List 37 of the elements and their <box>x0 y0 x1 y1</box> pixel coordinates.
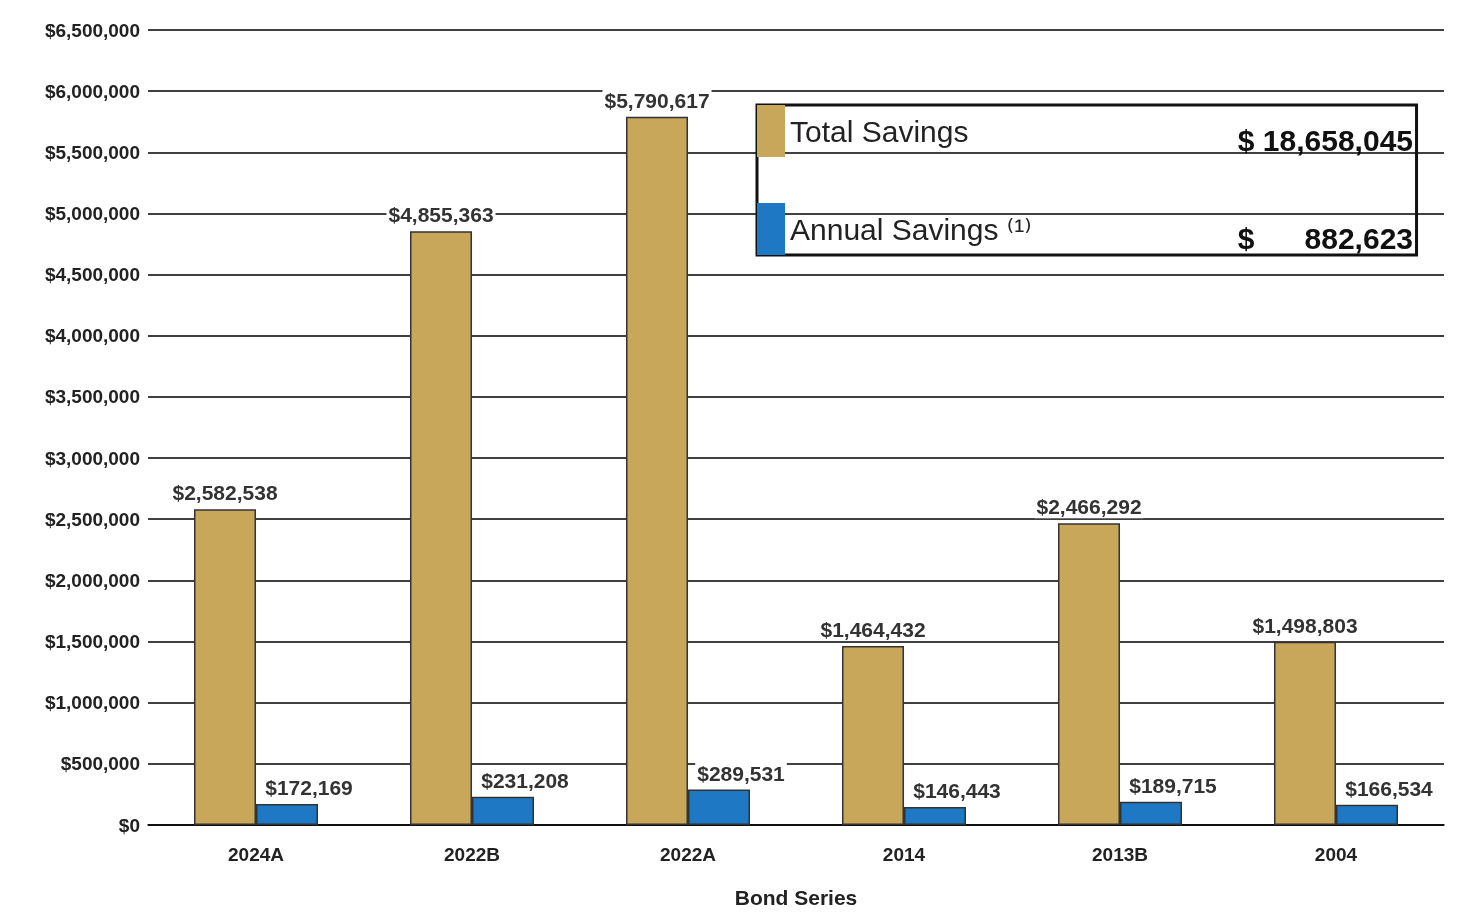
x-tick-label: 2014 <box>882 844 926 865</box>
y-tick-label: $4,500,000 <box>44 264 140 286</box>
data-label: $4,855,363 <box>388 203 494 227</box>
data-label: $146,443 <box>913 779 1001 803</box>
y-tick-label: $3,500,000 <box>44 386 140 408</box>
legend-label: Annual Savings ⁽¹⁾ <box>790 212 1032 246</box>
y-tick-label: $6,500,000 <box>44 19 140 41</box>
y-tick-label: $4,000,000 <box>44 325 140 347</box>
data-label: $5,790,617 <box>604 88 710 112</box>
x-axis-title: Bond Series <box>734 886 858 909</box>
data-label: $1,498,803 <box>1252 613 1358 637</box>
y-tick-label: $3,000,000 <box>44 447 140 469</box>
y-tick-label: $6,000,000 <box>44 80 140 102</box>
legend-label: Total Savings <box>790 114 969 148</box>
y-tick-label: $1,500,000 <box>44 631 140 653</box>
y-tick-label: $0 <box>118 814 140 836</box>
data-label: $2,466,292 <box>1036 495 1142 519</box>
x-tick-label: 2013B <box>1092 844 1148 865</box>
y-tick-label: $5,000,000 <box>44 202 140 224</box>
annotation: $ 18,658,045 <box>1237 123 1414 157</box>
data-label: $172,169 <box>265 775 353 799</box>
y-tick-label: $500,000 <box>60 753 140 775</box>
annotation: $ 882,623 <box>1237 221 1413 255</box>
x-tick-label: 2024A <box>228 844 285 865</box>
data-label: $189,715 <box>1129 773 1218 797</box>
data-label: $231,208 <box>481 768 570 792</box>
y-tick-label: $2,500,000 <box>44 508 140 530</box>
y-tick-label: $5,500,000 <box>44 141 140 163</box>
y-tick-label: $1,000,000 <box>44 692 140 714</box>
x-tick-label: 2022B <box>444 844 500 865</box>
y-tick-label: $2,000,000 <box>44 569 140 591</box>
x-tick-label: 2022A <box>660 844 717 865</box>
data-label: $289,531 <box>697 761 786 785</box>
data-label: $1,464,432 <box>820 617 926 641</box>
x-tick-label: 2004 <box>1314 844 1358 865</box>
data-label: $166,534 <box>1345 776 1434 800</box>
data-label: $2,582,538 <box>172 481 278 505</box>
